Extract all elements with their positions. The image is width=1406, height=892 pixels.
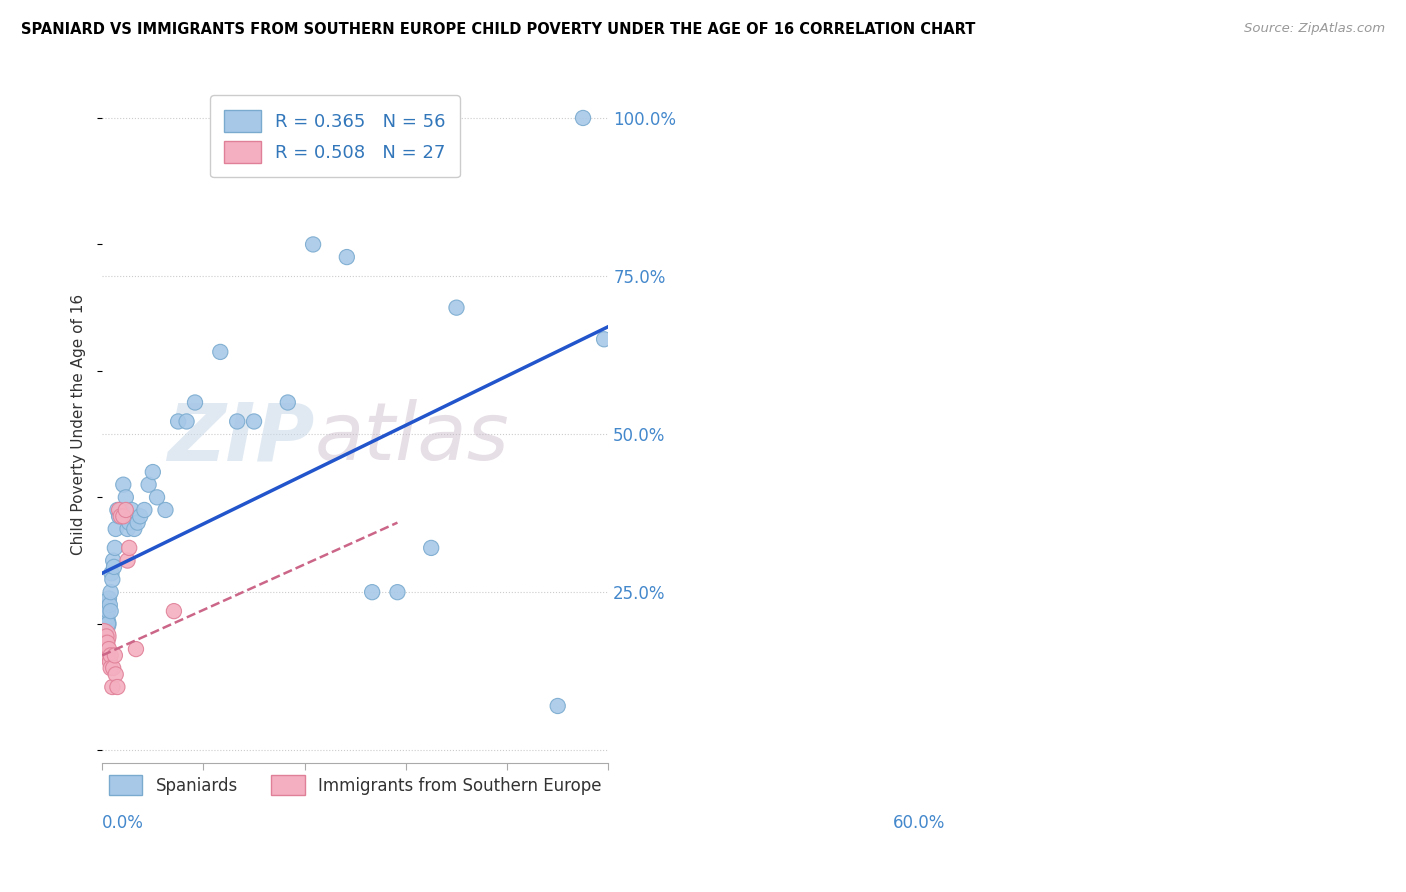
Point (98, 655, 121, 669)
Point (302, 237, 325, 252)
Point (446, 301, 468, 315)
Point (104, 648, 127, 663)
Point (108, 509, 131, 524)
Point (93, 616, 115, 631)
Point (94, 610, 117, 624)
Point (243, 414, 266, 428)
Point (155, 503, 177, 517)
Point (100, 585, 122, 599)
Point (104, 541, 127, 555)
Point (209, 345, 232, 359)
Point (593, 332, 616, 346)
Point (96, 598, 118, 612)
Point (129, 509, 152, 524)
Point (96, 629, 118, 643)
Point (138, 477, 160, 491)
Point (110, 509, 132, 524)
Point (114, 503, 136, 517)
Point (277, 395, 299, 409)
Point (97, 616, 120, 631)
Point (118, 541, 141, 555)
Point (547, 698, 569, 713)
Point (336, 250, 359, 264)
Point (112, 509, 135, 524)
Point (101, 573, 124, 587)
Point (97, 648, 120, 663)
Point (97, 591, 120, 606)
Point (117, 522, 139, 536)
Point (93, 648, 115, 663)
Point (100, 604, 122, 618)
Point (93, 604, 115, 618)
Point (96, 642, 118, 657)
Point (101, 661, 124, 675)
Point (96, 604, 118, 618)
Point (184, 395, 207, 409)
Text: ZIP: ZIP (167, 399, 315, 477)
Point (100, 648, 122, 663)
Point (94, 598, 117, 612)
Point (100, 566, 122, 581)
Point (226, 414, 249, 428)
Point (97, 642, 120, 657)
Text: 60.0%: 60.0% (893, 814, 946, 831)
Point (104, 667, 127, 681)
Point (91, 629, 114, 643)
Text: atlas: atlas (315, 399, 509, 477)
Point (93, 636, 115, 650)
Point (93, 642, 115, 657)
Point (114, 491, 136, 505)
Point (97, 604, 120, 618)
Point (101, 680, 124, 694)
Point (101, 553, 124, 567)
Point (104, 522, 127, 536)
Point (93, 623, 115, 637)
Point (146, 491, 169, 505)
Point (125, 642, 148, 657)
Point (420, 541, 443, 555)
Point (134, 503, 156, 517)
Point (100, 661, 122, 675)
Point (117, 553, 139, 567)
Point (118, 516, 141, 530)
Point (387, 585, 409, 599)
Point (91, 642, 114, 657)
Point (112, 477, 135, 491)
Point (361, 585, 384, 599)
Point (176, 414, 198, 428)
Text: 0.0%: 0.0% (103, 814, 143, 831)
Point (103, 560, 125, 574)
Point (91, 616, 114, 631)
Point (98, 598, 121, 612)
Point (108, 503, 131, 517)
Text: Source: ZipAtlas.com: Source: ZipAtlas.com (1244, 22, 1385, 36)
Point (93, 636, 115, 650)
Point (105, 680, 128, 694)
Point (91, 629, 114, 643)
Point (96, 610, 118, 624)
Point (142, 465, 165, 479)
Point (127, 516, 149, 530)
Point (94, 636, 117, 650)
Point (122, 522, 145, 536)
Legend: Spaniards, Immigrants from Southern Europe: Spaniards, Immigrants from Southern Euro… (103, 768, 609, 802)
Point (96, 616, 118, 631)
Point (110, 503, 132, 517)
Point (163, 604, 186, 618)
Text: SPANIARD VS IMMIGRANTS FROM SOUTHERN EUROPE CHILD POVERTY UNDER THE AGE OF 16 CO: SPANIARD VS IMMIGRANTS FROM SOUTHERN EUR… (21, 22, 976, 37)
Point (105, 503, 128, 517)
Point (572, 111, 595, 125)
Point (167, 414, 190, 428)
Point (121, 503, 143, 517)
Y-axis label: Child Poverty Under the Age of 16: Child Poverty Under the Age of 16 (72, 294, 86, 555)
Point (96, 636, 118, 650)
